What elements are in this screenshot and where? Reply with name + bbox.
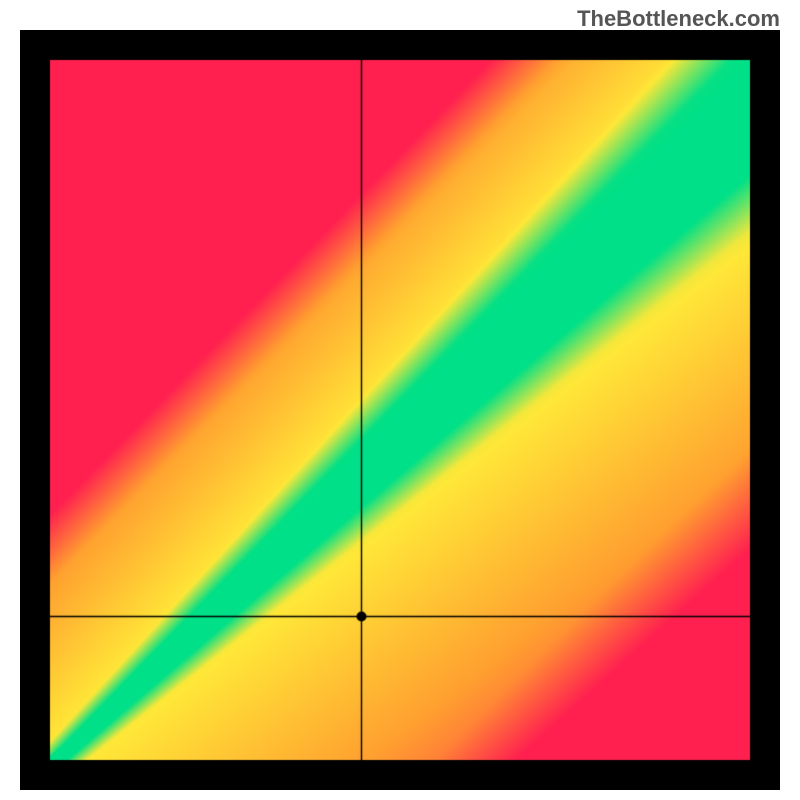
- chart-container: TheBottleneck.com: [0, 0, 800, 800]
- watermark-text: TheBottleneck.com: [577, 6, 780, 32]
- heatmap-canvas: [20, 30, 780, 790]
